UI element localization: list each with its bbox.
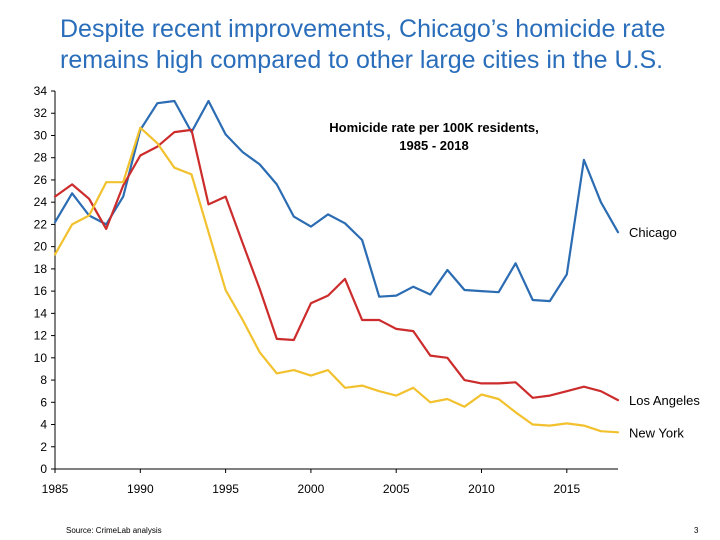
y-tick-label: 0 (40, 462, 47, 476)
series-label-new-york: New York (629, 425, 684, 440)
y-tick-label: 6 (40, 395, 47, 409)
chart-series-labels: Chicago Los Angeles New York (629, 225, 700, 440)
y-tick-label: 4 (40, 418, 47, 432)
y-tick-label: 2 (40, 440, 47, 454)
slide-title: Despite recent improvements, Chicago’s h… (60, 14, 710, 76)
y-tick-label: 8 (40, 373, 47, 387)
y-tick-label: 10 (34, 351, 48, 365)
y-tick-label: 18 (34, 262, 48, 276)
series-line-new-york (53, 126, 620, 434)
page-number: 3 (694, 526, 699, 535)
y-tick-label: 20 (34, 240, 48, 254)
x-tick-label: 2015 (553, 482, 580, 496)
chart-title-line-2: 1985 - 2018 (399, 138, 468, 153)
source-note: Source: CrimeLab analysis (66, 526, 162, 535)
series-label-chicago: Chicago (629, 225, 677, 240)
slide-title-line-1: Despite recent improvements, Chicago’s h… (60, 15, 666, 43)
y-tick-label: 12 (34, 329, 48, 343)
chart-series-lines (53, 99, 620, 434)
slide-title-line-2: remains high compared to other large cit… (60, 46, 664, 74)
series-line-los-angeles (53, 128, 620, 402)
y-tick-label: 28 (34, 151, 48, 165)
x-tick-label: 1995 (212, 482, 239, 496)
x-tick-label: 2000 (298, 482, 325, 496)
y-tick-label: 32 (34, 106, 48, 120)
y-tick-label: 30 (34, 128, 48, 142)
series-line-chicago (53, 99, 620, 303)
y-tick-label: 26 (34, 173, 48, 187)
y-tick-label: 14 (34, 306, 48, 320)
y-tick-label: 34 (34, 84, 48, 98)
x-tick-label: 2010 (468, 482, 495, 496)
series-label-los-angeles: Los Angeles (629, 393, 700, 408)
y-tick-label: 22 (34, 217, 48, 231)
x-tick-label: 1985 (42, 482, 69, 496)
x-tick-label: 2005 (383, 482, 410, 496)
x-tick-label: 1990 (127, 482, 154, 496)
y-tick-label: 24 (34, 195, 48, 209)
y-tick-label: 16 (34, 284, 48, 298)
chart-title-line-1: Homicide rate per 100K residents, (329, 120, 539, 135)
